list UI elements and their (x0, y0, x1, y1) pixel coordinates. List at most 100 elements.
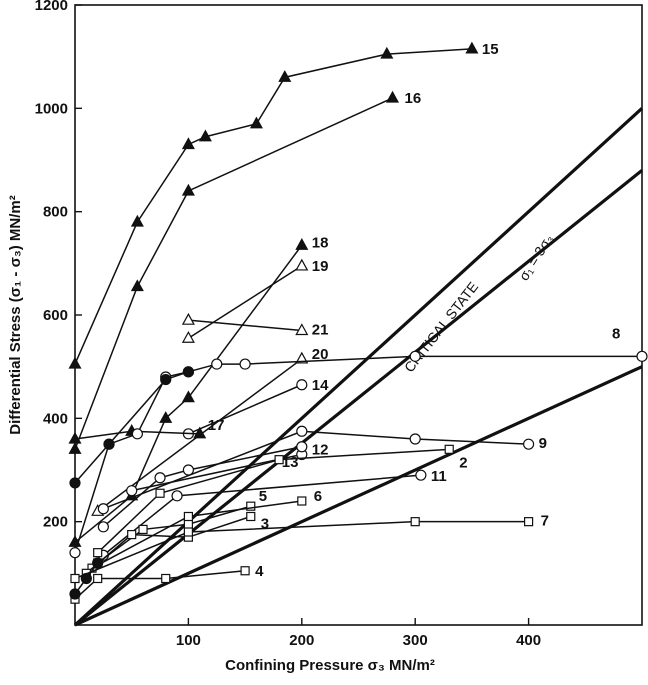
data-point (127, 529, 137, 540)
data-point (68, 431, 82, 444)
series-line (74, 371, 189, 484)
data-point (409, 350, 421, 362)
data-point (240, 566, 250, 576)
data-point (181, 183, 195, 196)
series-label: 6 (314, 488, 322, 505)
series-unlabeled-19 (69, 366, 194, 489)
series-label: 17 (208, 417, 225, 434)
data-point (69, 477, 81, 489)
series-label: 9 (539, 435, 547, 452)
y-axis-title: Differential Stress (σ₁ - σ₃) MN/m² (7, 195, 24, 435)
data-point (126, 485, 138, 497)
data-point (155, 488, 165, 498)
data-point (69, 588, 81, 600)
series-label: 18 (312, 234, 329, 251)
data-point (68, 442, 82, 454)
data-point (160, 373, 172, 386)
data-point (69, 547, 81, 559)
data-point (386, 90, 400, 103)
data-point (68, 356, 82, 369)
data-point (138, 524, 148, 535)
series-label: 16 (405, 90, 422, 107)
data-point (198, 129, 212, 142)
series-line (187, 265, 303, 339)
data-point (465, 41, 479, 54)
data-point (80, 572, 92, 585)
data-point (183, 511, 193, 522)
series-line (74, 97, 393, 450)
series-2 (93, 444, 454, 558)
data-point (171, 490, 183, 502)
data-point (410, 517, 420, 527)
series-label: 19 (312, 258, 329, 275)
data-point (182, 464, 194, 476)
series-label: 4 (255, 563, 264, 580)
series-line (85, 515, 252, 574)
data-point (181, 390, 195, 403)
series-17 (68, 424, 207, 444)
series-label: 5 (259, 488, 267, 505)
series-line (188, 319, 302, 332)
data-point (380, 46, 394, 59)
y-tick-label: 1200 (35, 0, 68, 14)
series-label: 20 (312, 346, 329, 363)
data-point (130, 214, 144, 227)
data-point (296, 425, 308, 437)
series-line (74, 570, 246, 600)
data-point (297, 496, 307, 506)
series-label: 7 (541, 513, 549, 530)
data-point (296, 441, 308, 453)
data-point (182, 366, 194, 378)
data-point (444, 444, 454, 454)
y-tick-label: 1000 (35, 100, 68, 117)
data-point (130, 279, 144, 292)
data-point (193, 426, 207, 439)
series-label: 2 (459, 454, 467, 471)
series-label: 15 (482, 41, 499, 58)
series-line (74, 48, 472, 365)
series-line (188, 384, 303, 435)
data-point (103, 438, 115, 450)
data-point (246, 501, 256, 511)
x-tick-label: 300 (403, 632, 428, 649)
data-point (249, 116, 263, 129)
reference-label: σ₁ = 3σ₃ (515, 231, 556, 283)
data-point (274, 455, 284, 465)
data-point (97, 503, 109, 515)
data-point (181, 312, 195, 325)
data-point (522, 438, 535, 450)
data-point (295, 323, 309, 336)
data-point (92, 557, 104, 569)
data-point (181, 137, 195, 150)
data-point (295, 238, 309, 250)
series-18 (68, 238, 309, 547)
series-7 (70, 517, 534, 584)
data-point (181, 331, 195, 343)
data-point (278, 70, 292, 82)
series-label: 3 (261, 516, 269, 533)
reference-line (73, 107, 644, 627)
data-point (97, 521, 109, 533)
series-unlabeled-20 (69, 557, 104, 600)
y-tick-label: 800 (43, 204, 68, 221)
y-tick-label: 400 (43, 410, 68, 427)
series-line (103, 430, 529, 510)
series-label: 11 (431, 468, 447, 485)
data-series (68, 41, 648, 604)
y-tick-label: 600 (43, 307, 68, 324)
data-point (296, 379, 308, 391)
series-labels: 15 16 18 19 21 20 14 17 8 9 12 13 11 2 5 6 3 7 4 (208, 41, 621, 580)
data-point (131, 428, 143, 440)
series-line (102, 446, 302, 528)
data-point (161, 573, 171, 584)
data-point (239, 358, 251, 370)
series-label: 12 (312, 442, 329, 459)
data-point (159, 411, 173, 423)
data-point (154, 472, 166, 484)
data-point (636, 350, 648, 362)
y-tick-label: 200 (43, 514, 68, 531)
x-tick-label: 400 (516, 632, 541, 649)
series-line (97, 448, 450, 554)
